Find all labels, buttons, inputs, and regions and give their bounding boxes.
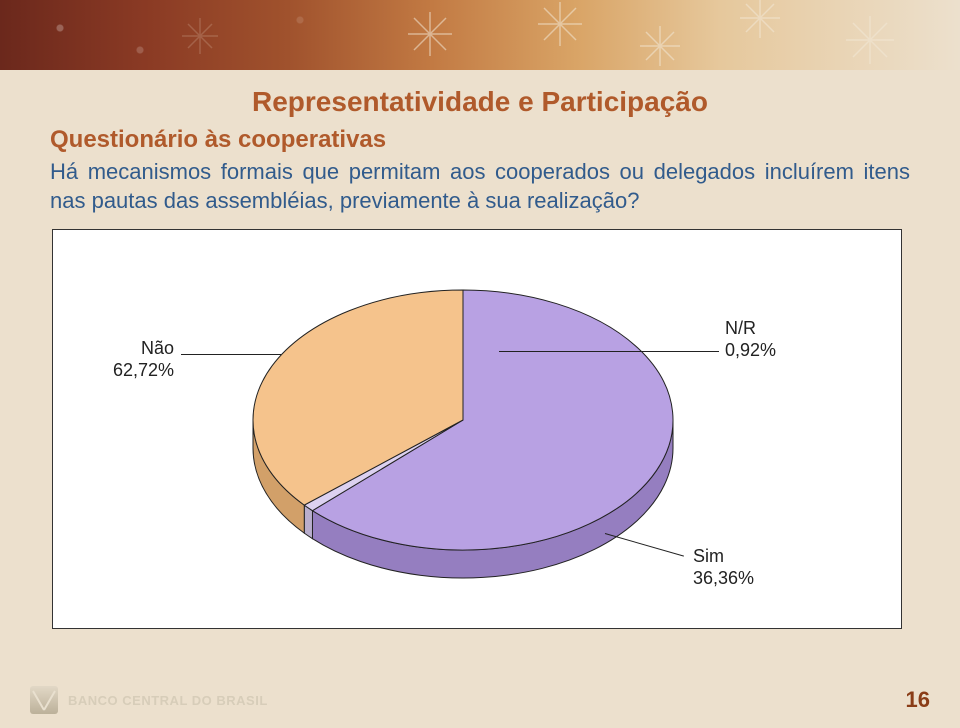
slice-label-sim: Sim 36,36%: [693, 546, 754, 589]
logo-icon: [30, 686, 58, 714]
question-text: Há mecanismos formais que permitam aos c…: [50, 158, 910, 215]
pie-chart: [53, 230, 901, 628]
logo: BANCO CENTRAL DO BRASIL: [30, 686, 268, 714]
starburst-icon: [0, 0, 960, 70]
leader-line: [499, 351, 719, 352]
logo-text: BANCO CENTRAL DO BRASIL: [68, 693, 268, 708]
slice-label-nr-value: 0,92%: [725, 340, 776, 360]
page-title: Representatividade e Participação: [50, 86, 910, 118]
page-subtitle: Questionário às cooperativas: [50, 126, 910, 154]
slice-label-nao-value: 62,72%: [113, 360, 174, 380]
slice-label-nao: Não 62,72%: [113, 338, 174, 381]
leader-line: [181, 354, 281, 355]
slice-label-sim-name: Sim: [693, 546, 724, 566]
slice-label-sim-value: 36,36%: [693, 568, 754, 588]
slice-label-nr: N/R 0,92%: [725, 318, 776, 361]
slide: Representatividade e Participação Questi…: [0, 0, 960, 728]
pie-chart-container: Não 62,72% N/R 0,92% Sim 36,36%: [52, 229, 902, 629]
content-area: Representatividade e Participação Questi…: [50, 80, 910, 629]
footer: BANCO CENTRAL DO BRASIL 16: [0, 680, 960, 728]
page-number: 16: [906, 687, 930, 713]
slice-label-nr-name: N/R: [725, 318, 756, 338]
slice-label-nao-name: Não: [141, 338, 174, 358]
top-decorative-band: [0, 0, 960, 70]
